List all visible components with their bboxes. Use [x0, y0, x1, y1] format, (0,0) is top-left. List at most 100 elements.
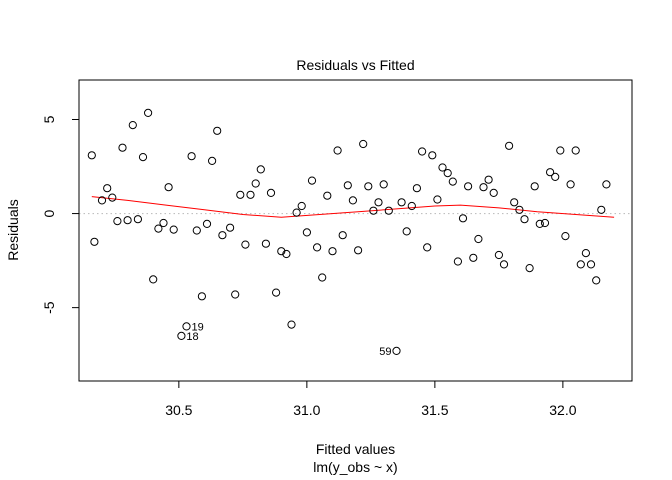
data-point — [581, 249, 591, 258]
x-tick-label: 31.0 — [293, 402, 320, 418]
data-point — [546, 168, 555, 177]
data-point — [333, 146, 342, 155]
data-point — [208, 156, 217, 165]
data-point — [213, 126, 222, 135]
y-axis: -5 0 5 — [41, 115, 80, 314]
data-point — [241, 240, 250, 249]
data-point — [597, 205, 606, 214]
smooth-line-layer — [91, 196, 615, 218]
data-point — [177, 331, 186, 340]
data-point — [123, 216, 132, 225]
data-point — [292, 208, 301, 217]
data-point — [246, 190, 255, 199]
data-point — [412, 184, 421, 193]
data-point — [520, 215, 529, 224]
data-point — [192, 226, 201, 235]
data-point — [236, 190, 245, 199]
data-point — [369, 206, 378, 215]
data-point — [348, 196, 357, 205]
data-point — [187, 152, 196, 161]
data-point — [469, 253, 478, 262]
data-point — [103, 184, 112, 193]
data-point — [535, 219, 544, 228]
x-tick-label: 30.5 — [165, 402, 192, 418]
data-point — [374, 198, 383, 207]
points-layer — [87, 108, 611, 355]
data-point — [159, 218, 168, 228]
data-point — [87, 151, 96, 160]
data-point — [510, 198, 519, 207]
chart-title: Residuals vs Fitted — [296, 57, 414, 73]
y-tick-label: 5 — [41, 115, 57, 123]
data-point — [164, 183, 173, 192]
x-tick-label: 31.5 — [421, 402, 448, 418]
data-point — [561, 232, 570, 241]
data-point — [530, 182, 539, 191]
data-point — [154, 224, 163, 233]
data-point — [359, 139, 368, 149]
data-point — [328, 247, 337, 256]
data-point — [602, 180, 611, 189]
data-point — [302, 228, 311, 237]
y-tick-label: -5 — [41, 301, 57, 314]
data-point — [149, 275, 158, 284]
data-point — [287, 320, 296, 329]
data-point — [379, 180, 388, 189]
data-point — [354, 246, 363, 255]
data-point — [108, 193, 117, 202]
data-point — [458, 214, 468, 223]
data-point — [261, 239, 270, 248]
data-point — [464, 182, 473, 191]
y-axis-label: Residuals — [5, 199, 21, 260]
data-point — [484, 175, 493, 184]
data-point — [364, 182, 373, 191]
data-point — [423, 243, 432, 252]
data-point — [133, 215, 142, 224]
data-point — [218, 231, 227, 240]
data-point — [282, 249, 291, 259]
data-point — [438, 163, 447, 172]
x-tick-label: 32.0 — [549, 402, 576, 418]
data-point — [97, 196, 107, 205]
data-point — [515, 205, 524, 214]
data-point — [418, 147, 427, 156]
data-point — [571, 146, 580, 155]
data-point — [297, 201, 306, 211]
chart-subtitle: lm(y_obs ~ x) — [313, 459, 397, 475]
data-point — [169, 225, 178, 234]
data-point — [118, 143, 127, 152]
data-point — [90, 237, 99, 246]
x-axis-label: Fitted values — [316, 441, 395, 457]
data-point — [489, 188, 498, 197]
data-point — [397, 198, 406, 207]
outlier-label: 19 — [192, 321, 204, 333]
data-point — [392, 346, 401, 355]
data-point — [586, 260, 596, 269]
data-point — [448, 177, 457, 186]
data-point — [479, 183, 488, 192]
data-point — [226, 223, 235, 232]
smooth-line — [91, 196, 615, 218]
data-point — [256, 165, 265, 174]
data-point — [144, 108, 153, 118]
data-point — [266, 188, 276, 197]
data-point — [453, 257, 462, 266]
data-point — [402, 227, 411, 236]
data-point — [313, 243, 322, 252]
data-point — [138, 153, 148, 162]
data-point — [113, 217, 122, 226]
data-point — [197, 292, 206, 301]
data-point — [343, 181, 352, 190]
data-point — [576, 260, 585, 269]
data-point — [407, 201, 416, 211]
data-point — [251, 179, 260, 188]
data-point — [323, 191, 332, 200]
data-point — [525, 264, 534, 273]
data-point — [443, 169, 452, 178]
data-point — [202, 219, 212, 228]
data-point — [182, 322, 191, 331]
data-point — [551, 172, 560, 181]
y-tick-label: 0 — [41, 209, 57, 217]
outlier-label: 59 — [379, 346, 391, 358]
